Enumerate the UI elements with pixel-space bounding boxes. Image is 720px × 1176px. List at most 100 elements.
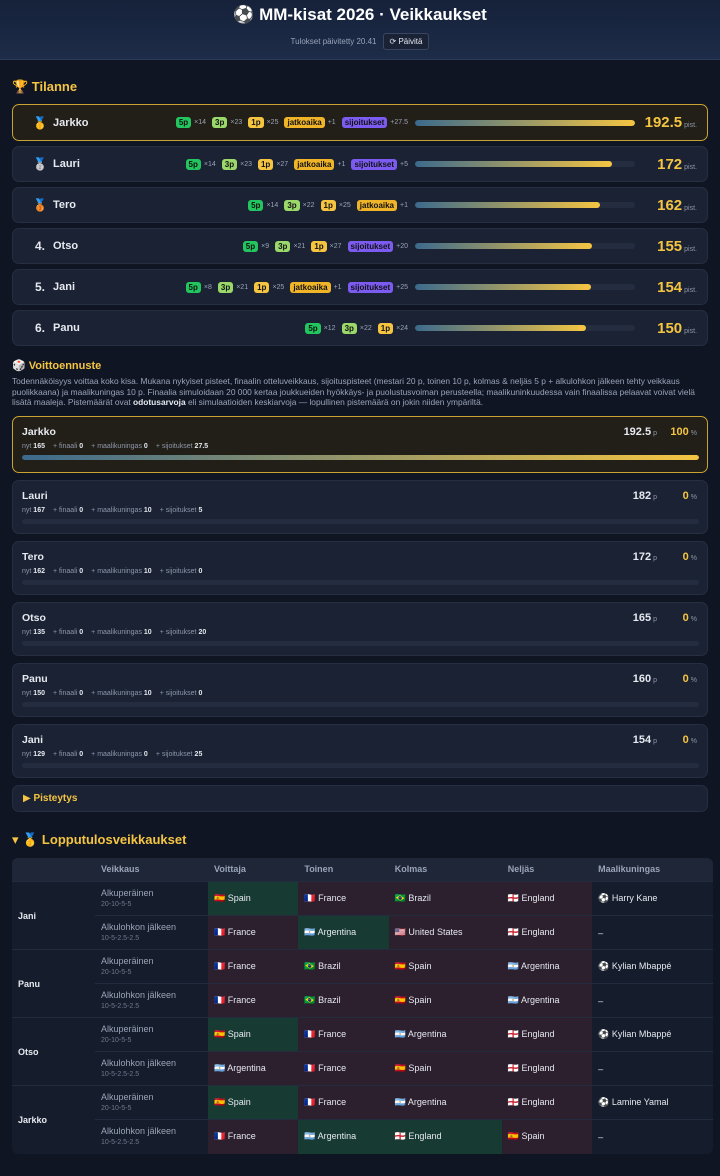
badge-count: +1 (333, 283, 342, 291)
detail: + sijoitukset 25 (156, 751, 203, 758)
rank: 🥈 (32, 157, 48, 171)
detail-label: nyt (22, 506, 32, 514)
standings: 🥇 Jarkko 5p ×14 3p ×23 1p ×25 jatkoaika +1 sijoitu… (0, 104, 720, 346)
pick-cell: 🇦🇷 Argentina (501, 983, 593, 1018)
badge-count: ×23 (230, 119, 243, 126)
forecast-card: Jarkko 192.5 p 100% nyt 165 + finaali 0 + maal… (12, 415, 708, 473)
pct-value: 0 (682, 550, 689, 563)
variant: Alkulohkon jälkeen 10-5-2.5-2.5 (95, 915, 208, 950)
badge-count: ×25 (266, 119, 279, 126)
player-name: Panu (53, 322, 80, 334)
pick-row: Jani Alkuperäinen 20-10-5-5 🇪🇸 Spain 🇫🇷 Fran… (12, 881, 713, 950)
expected-value: 192.5 (623, 425, 652, 438)
badge-count: ×22 (359, 324, 372, 332)
picks-table: Veikkaus Voittaja Toinen Kolmas Neljäs Maalik… (12, 857, 713, 1154)
variant-name: Alkulohkon jälkeen (101, 921, 177, 932)
detail-value: 0 (79, 689, 84, 697)
points-bar (415, 284, 591, 290)
pick-row: Otso Alkuperäinen 20-10-5-5 🇪🇸 Spain 🇫🇷 Fran… (12, 1017, 713, 1086)
forecast-card: Lauri 182 p 0% nyt 167 + finaali 0 + maalikuni… (12, 479, 708, 534)
detail-label: + finaali (52, 506, 78, 514)
badge-count: ×21 (293, 242, 306, 250)
pick-cell: ⚽ Kylian Mbappé (592, 949, 713, 984)
variant-scheme: 10-5-2.5-2.5 (101, 934, 140, 942)
badge-count: ×22 (302, 201, 315, 209)
win-probability: 0% (657, 490, 697, 502)
detail-value: 0 (143, 750, 148, 758)
variant-scheme: 20-10-5-5 (101, 1104, 132, 1112)
detail: nyt 162 (22, 568, 45, 575)
pick-cell: 🇫🇷 France (298, 881, 389, 916)
pick-cell: 🏴󠁧󠁢󠁥󠁮󠁧󠁿 England (501, 1017, 593, 1052)
detail-value: 0 (79, 628, 84, 636)
detail-label: + sijoitukset (159, 567, 197, 575)
player-name: Jani (12, 881, 95, 950)
badge: sijoitukset (341, 117, 388, 128)
variant-scheme: 10-5-2.5-2.5 (101, 1070, 140, 1078)
detail-value: 10 (143, 506, 152, 514)
badge-count: +1 (337, 160, 346, 168)
pick-cell: 🏴󠁧󠁢󠁥󠁮󠁧󠁿 England (501, 915, 593, 950)
points-track (415, 202, 635, 208)
expected-value: 154 (632, 733, 652, 746)
pick-cell: 🇫🇷 France (208, 949, 299, 984)
pick-cell: 🇫🇷 France (298, 1085, 389, 1120)
pct-unit: % (690, 615, 697, 623)
points-value: 192.5 (644, 114, 683, 131)
badge: 5p (185, 281, 201, 293)
points: 155 pist. (635, 238, 697, 255)
card-right: 154 p 0% (597, 734, 697, 746)
header-cell (12, 857, 95, 882)
detail-label: + maalikuningas (91, 689, 142, 697)
player-name: Jarkko (12, 1085, 95, 1154)
points-unit: p (653, 737, 657, 745)
win-probability: 0% (657, 612, 697, 624)
variant: Alkulohkon jälkeen 10-5-2.5-2.5 (95, 1119, 208, 1154)
badge: sijoitukset (351, 158, 398, 170)
points: 154 pist. (635, 279, 697, 296)
points-value: 172 (657, 155, 683, 173)
points-unit: pist. (684, 122, 697, 129)
pick-cell: 🇦🇷 Argentina (298, 1119, 389, 1154)
detail: + sijoitukset 5 (160, 507, 203, 514)
player-name: Jarkko (53, 116, 89, 129)
pct-unit: % (690, 554, 697, 562)
pct-unit: % (690, 493, 697, 501)
points: 192.5 pist. (635, 114, 697, 131)
badge: 5p (175, 117, 192, 128)
scoring-toggle[interactable]: ▶ Pisteytys (12, 784, 708, 812)
points-unit: p (653, 615, 657, 623)
variant-name: Alkuperäinen (101, 887, 154, 898)
points-unit: p (653, 676, 657, 684)
section-title[interactable]: ▾ 🥇 Lopputulosveikkaukset (12, 831, 187, 847)
detail-label: + finaali (52, 689, 78, 697)
detail-value: 150 (33, 689, 45, 697)
details: nyt 162 + finaali 0 + maalikuningas 10 + si… (22, 568, 699, 575)
pick-cell: 🏴󠁧󠁢󠁥󠁮󠁧󠁿 England (501, 1085, 593, 1120)
points: 172 pist. (635, 156, 697, 173)
variant: Alkuperäinen 20-10-5-5 (95, 949, 208, 984)
detail-label: nyt (22, 567, 32, 575)
points-unit: pist. (684, 204, 697, 212)
detail: + sijoitukset 20 (160, 629, 207, 636)
expected-value: 165 (632, 611, 652, 624)
refresh-button[interactable]: ⟳ Päivitä (382, 33, 430, 50)
detail-value: 20 (198, 628, 207, 636)
pick-cell: 🇪🇸 Spain (208, 1085, 299, 1120)
detail-label: + maalikuningas (91, 750, 142, 758)
rank: 🥇 (32, 115, 48, 130)
detail-label: nyt (22, 628, 32, 636)
card-right: 192.5 p 100% (597, 426, 697, 438)
badge: 5p (185, 158, 201, 170)
badge: 3p (217, 281, 234, 293)
points-value: 150 (657, 319, 683, 337)
detail-value: 0 (79, 442, 84, 450)
pick-cell: 🇪🇸 Spain (501, 1119, 593, 1154)
badge-count: +27.5 (390, 119, 408, 126)
win-probability: 100% (657, 426, 697, 438)
title: ⚽ MM-kisat 2026 · Veikkaukset (233, 5, 487, 24)
detail-value: 10 (143, 689, 152, 697)
section-title: 🎲 Voittoennuste (12, 360, 102, 372)
header-cell: Neljäs (501, 857, 593, 882)
detail-value: 0 (198, 689, 203, 697)
